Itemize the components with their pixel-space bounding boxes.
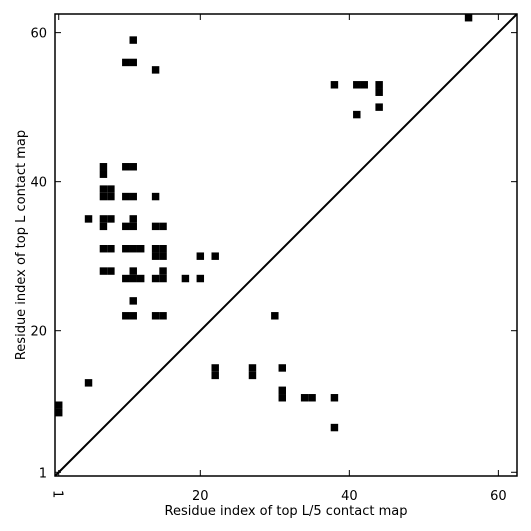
contact-cell-upper [122, 245, 130, 253]
contact-cell-upper [159, 245, 167, 253]
contact-cell-upper [353, 110, 361, 119]
contact-cell-upper [129, 267, 137, 275]
contact-cell-upper [151, 252, 160, 260]
contact-cell-upper [107, 185, 115, 193]
contact-cell-upper [99, 222, 108, 231]
contact-cell-upper [99, 267, 108, 275]
contact-cell-upper [159, 267, 167, 275]
contact-cell-upper [122, 58, 130, 67]
contact-cell-lower [84, 379, 93, 387]
contact-cell-upper [129, 58, 137, 67]
contact-cell-upper [353, 81, 361, 89]
contact-cell-upper [375, 88, 383, 96]
contact-cell-upper [151, 274, 160, 283]
plot-frame [54, 13, 518, 477]
contact-cell-upper [181, 274, 190, 283]
contact-cell-lower [330, 423, 339, 432]
contact-cell-upper [129, 222, 137, 231]
contact-cell-upper [107, 215, 115, 223]
contact-cell-lower [55, 401, 63, 409]
y-tick-label: 1 [39, 466, 47, 481]
contact-cell-upper [330, 81, 339, 89]
contact-cell-lower [278, 364, 286, 372]
contact-cell-lower [248, 371, 257, 380]
contact-cell-upper [99, 185, 108, 193]
contact-cell-upper [136, 274, 145, 283]
contact-cell-lower [278, 394, 286, 402]
contact-cell-upper [99, 170, 108, 178]
contact-cell-upper [375, 81, 383, 89]
contact-cell-upper [99, 192, 108, 201]
contact-cell-upper [122, 192, 130, 201]
contact-cell-upper [159, 274, 167, 283]
contact-cell-upper [122, 274, 130, 283]
contact-cell-lower [248, 364, 257, 372]
axis-ticks: 1 20 40 60 1 20 40 60 [30, 14, 517, 504]
contact-cell-upper [129, 245, 137, 253]
x-tick-label: 1 [50, 490, 65, 498]
contact-cell-upper [107, 267, 115, 275]
contact-cell-upper [196, 252, 205, 260]
contact-cell-upper [129, 163, 137, 171]
contact-cell-upper [151, 192, 160, 201]
contact-cell-lower [300, 394, 309, 402]
x-tick-label: 60 [490, 489, 507, 504]
contact-cell-upper [107, 192, 115, 201]
contact-cells [55, 14, 473, 432]
contact-cell-upper [196, 274, 205, 283]
contact-cell-upper [159, 222, 167, 231]
contact-cell-upper [129, 312, 137, 320]
contact-cell-upper [151, 245, 160, 253]
contact-cell-upper [136, 245, 145, 253]
contact-cell-upper [375, 103, 383, 111]
contact-cell-lower [278, 386, 286, 395]
contact-cell-upper [99, 245, 108, 253]
x-tick-label: 40 [341, 489, 358, 504]
contact-cell-lower [308, 394, 316, 402]
contact-cell-upper [99, 215, 108, 223]
y-tick-label: 40 [30, 176, 47, 191]
x-tick-label: 20 [192, 489, 209, 504]
diagonal-line [54, 13, 518, 477]
contact-cell-upper [122, 312, 130, 320]
contact-cell-upper [122, 163, 130, 171]
contact-cell-upper [151, 66, 160, 74]
contact-cell-upper [84, 215, 93, 223]
contact-cell-lower [211, 364, 219, 372]
y-axis-label: Residue index of top L contact map [14, 130, 29, 360]
contact-cell-upper [151, 312, 160, 320]
contact-cell-upper [211, 252, 219, 260]
contact-cell-upper [122, 222, 130, 231]
contact-cell-upper [129, 297, 137, 305]
contact-cell-upper [159, 312, 167, 320]
contact-cell-upper [129, 215, 137, 223]
contact-cell-upper [151, 222, 160, 231]
contact-cell-lower [330, 394, 339, 402]
contact-cell-upper [99, 163, 108, 171]
y-tick-label: 20 [30, 325, 47, 340]
contact-cell-lower [271, 312, 279, 320]
contact-cell-upper [159, 252, 167, 260]
contact-cell-upper [464, 14, 473, 22]
contact-cell-upper [129, 192, 137, 201]
contact-cell-lower [211, 371, 219, 380]
y-tick-label: 60 [30, 27, 47, 42]
contact-cell-upper [129, 274, 137, 283]
x-axis-label: Residue index of top L/5 contact map [165, 504, 408, 519]
contact-cell-upper [129, 36, 137, 44]
contact-cell-upper [107, 245, 115, 253]
contact-cell-upper [360, 81, 368, 89]
contact-cell-lower [55, 408, 63, 417]
